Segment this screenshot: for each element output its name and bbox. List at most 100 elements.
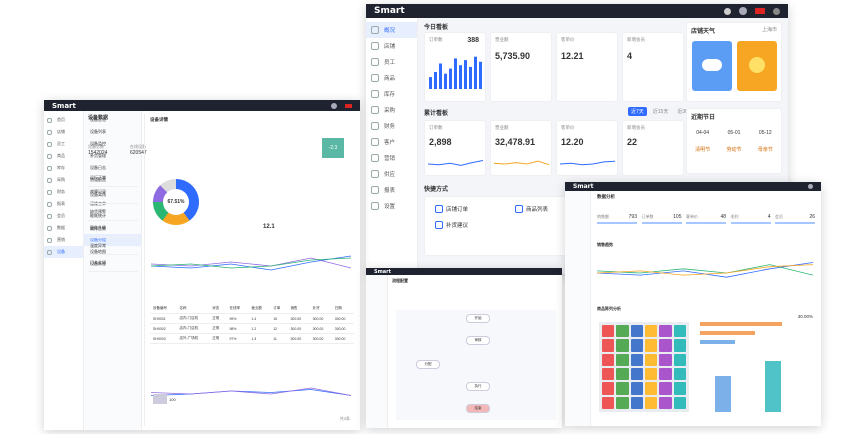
submenu-item[interactable]: 固件升级 <box>90 225 106 230</box>
kpi-total-card: 客单价 12.20 <box>556 120 618 176</box>
sidebar-item[interactable]: 报表 <box>44 198 83 210</box>
table-cell: 99% <box>226 313 249 324</box>
column-header[interactable]: 补货 <box>309 304 332 314</box>
sidebar-item-label: 商品 <box>384 76 396 82</box>
quick-link[interactable]: 商品列表 <box>515 205 591 213</box>
flow-node[interactable]: 分配 <box>416 360 440 369</box>
sidebar-item[interactable]: 营销 <box>44 234 83 246</box>
period-tab[interactable]: 近7天 <box>628 107 647 116</box>
period-tab[interactable]: 近30天 <box>674 107 696 116</box>
sidebar-item[interactable]: 采购 <box>366 102 417 118</box>
submenu-item[interactable]: 货道配置 <box>90 177 106 182</box>
detail-value: 12.1 <box>263 224 275 230</box>
sidebar-item[interactable]: 营销 <box>366 150 417 166</box>
avatar[interactable] <box>331 102 337 109</box>
status-list-item[interactable]: 温度异常 <box>88 238 138 255</box>
sidebar-item[interactable]: 设备 <box>44 246 83 258</box>
kpi-label: 营业额 <box>495 125 509 130</box>
sidebar-item[interactable]: 库存 <box>366 86 417 102</box>
sidebar-item-label: 采购 <box>57 177 65 182</box>
submenu-item[interactable]: 能耗统计 <box>90 213 106 218</box>
menu-icon <box>47 141 52 147</box>
notification-icon[interactable] <box>724 7 731 15</box>
status-list-item[interactable]: 故障告警 <box>88 221 138 238</box>
flow-node[interactable]: 开始 <box>466 314 490 323</box>
status-list-item[interactable]: 运行正常 <box>88 170 138 187</box>
sparkline <box>428 160 484 166</box>
submenu-item[interactable]: 设备标签 <box>90 261 106 266</box>
weather-location-link[interactable]: 上海市 <box>761 27 777 33</box>
sidebar-item[interactable]: 设置 <box>366 198 417 214</box>
submenu-item[interactable]: 设备列表 <box>90 129 106 134</box>
sun-icon <box>749 57 765 73</box>
menu-icon <box>371 42 379 50</box>
left-sidebar: 首页 店铺 员工 商品 库存采购财务 报表 会员 数据 营销 设备 <box>44 111 84 430</box>
kpi-online-value: 620547 <box>130 150 147 156</box>
submenu-item[interactable]: 设备监控 <box>90 141 106 146</box>
sidebar-item[interactable]: 首页 <box>44 114 83 126</box>
column-header[interactable]: 日期 <box>331 304 354 314</box>
submenu-item[interactable]: 故障记录 <box>90 189 106 194</box>
sidebar-item[interactable]: 供应 <box>366 166 417 182</box>
sidebar-item[interactable]: 财务 <box>44 186 83 198</box>
table-cell: 300.00 <box>287 313 310 324</box>
column-header[interactable]: 状态 <box>209 304 227 314</box>
column-header[interactable]: 订单 <box>270 304 288 314</box>
submenu-item[interactable]: 补货管理 <box>90 153 106 158</box>
status-list-item[interactable]: 门未关闭 <box>88 255 138 272</box>
table-row[interactable]: SH0003 店外-广场机 正常 97% 1.3 11 300.00 300.00 300.00 <box>150 333 354 344</box>
table-row[interactable]: SH0001 店内-门店机 正常 99% 1.4 15 300.00 300.00 300.00 <box>150 313 354 324</box>
column-header[interactable]: 销售 <box>287 304 310 314</box>
sidebar-item[interactable]: 店铺 <box>366 38 417 54</box>
column-header[interactable]: 设备编号 <box>150 304 177 314</box>
sidebar-item[interactable]: 员工 <box>366 54 417 70</box>
table-cell: 97% <box>226 333 249 344</box>
weather-sunny-tile <box>737 41 777 91</box>
avatar[interactable] <box>808 184 813 189</box>
sidebar-item[interactable]: 数据 <box>44 222 83 234</box>
submenu-item[interactable]: 设备地图 <box>90 249 106 254</box>
sidebar-item[interactable]: 会员 <box>44 210 83 222</box>
submenu-item[interactable]: 设备日志 <box>90 165 106 170</box>
language-icon[interactable] <box>345 103 352 108</box>
quick-link[interactable]: 店铺订单 <box>435 205 511 213</box>
status-list-item[interactable]: 设备离线 <box>88 187 138 204</box>
language-icon[interactable] <box>755 8 765 14</box>
kpi-label: 营业额 <box>495 37 509 42</box>
submenu-item[interactable]: 设备总览 <box>90 117 106 122</box>
kpi-value: 32,478.91 <box>495 137 536 147</box>
sidebar-item[interactable]: 店铺 <box>44 126 83 138</box>
product-item <box>616 339 629 352</box>
column-header[interactable]: 名称 <box>176 304 210 314</box>
sidebar-item[interactable]: 商品 <box>44 150 83 162</box>
status-list-item[interactable]: 缺货预警 <box>88 204 138 221</box>
sidebar-item-label: 供应 <box>384 172 396 178</box>
product-item <box>673 339 686 352</box>
help-icon[interactable] <box>773 7 780 15</box>
table-row[interactable]: SH0002 店内-门店机 正常 98% 1.2 12 300.00 300.00 300.00 <box>150 323 354 334</box>
sidebar-item[interactable]: 员工 <box>44 138 83 150</box>
sidebar-item[interactable]: 报表 <box>366 182 417 198</box>
sidebar-item[interactable]: 采购 <box>44 174 83 186</box>
sidebar-item[interactable]: 库存 <box>44 162 83 174</box>
sidebar-item[interactable]: 商品 <box>366 70 417 86</box>
history-line-chart <box>151 387 351 396</box>
flow-node[interactable]: 审核 <box>466 336 490 345</box>
period-tab[interactable]: 近15天 <box>652 109 669 115</box>
column-header[interactable]: 在线率 <box>226 304 249 314</box>
main-sidebar: 概况 店铺 员工商品库存 采购 财务 客户 营销供应报表 设置 <box>366 18 418 274</box>
sidebar-item[interactable]: 财务 <box>366 118 417 134</box>
kpi-total-card: 营业额 32,478.91 <box>490 120 552 176</box>
flow-node[interactable]: 执行 <box>466 382 490 391</box>
sidebar-item[interactable]: 概况 <box>366 22 417 38</box>
shortcut-icon <box>515 205 523 213</box>
flow-node[interactable]: 结束 <box>466 404 490 413</box>
column-header[interactable]: 营业额 <box>248 304 271 314</box>
app-logo: Smart <box>374 6 405 16</box>
detail-title: 设备详情 <box>150 117 168 122</box>
quick-link[interactable]: 补货建议 <box>435 221 511 229</box>
product-item <box>644 396 658 409</box>
menu-icon <box>47 165 52 171</box>
avatar[interactable] <box>739 7 747 15</box>
sidebar-item[interactable]: 客户 <box>366 134 417 150</box>
